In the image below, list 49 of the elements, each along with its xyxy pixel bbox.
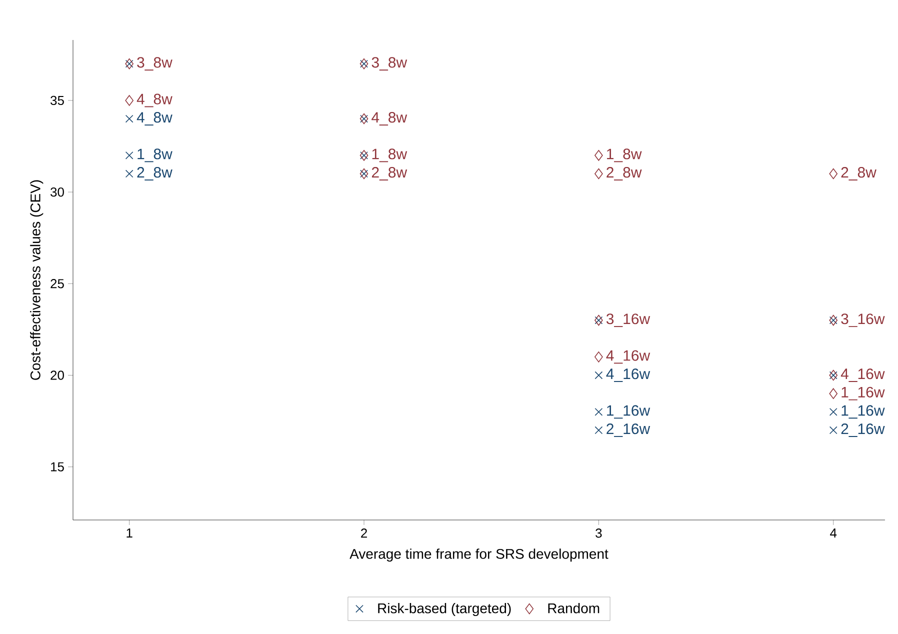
point [594,408,603,416]
data-label: 1_16w [842,386,885,400]
point [829,388,838,399]
data-label: 2_8w [372,167,408,180]
data-label: 4_8w [372,112,408,126]
data-label: 2_8w [841,167,876,180]
point [829,426,838,434]
y-tick-label: 30 [50,187,64,197]
data-label: 4_16w [606,368,650,382]
data-label: 1_8w [138,148,172,162]
data-label: 1_16w [607,405,650,419]
point [125,95,134,106]
point [829,168,838,180]
point [594,426,603,434]
point [594,371,603,380]
y-axis-title: Cost-effectiveness values (CEV) [30,180,44,380]
point [125,151,134,160]
data-label: 2_8w [137,167,172,180]
x-tick-label: 1 [126,528,132,538]
data-label: 2_16w [606,423,650,437]
data-label: 3_8w [137,57,172,71]
x-tick-label: 4 [830,528,837,538]
data-label: 1_16w [842,405,885,419]
point [829,408,838,416]
data-label: 1_8w [372,148,408,162]
data-label: 3_8w [372,57,408,71]
point [594,168,603,180]
data-label: 4_8w [136,94,172,108]
point [594,352,603,362]
point [125,114,134,123]
legend-label: Random [548,602,600,614]
data-label: 4_8w [136,112,172,126]
data-label: 3_16w [606,314,650,328]
legend-label: Risk-based (targeted) [378,602,511,616]
data-label: 4_16w [606,350,650,364]
x-tick-label: 2 [361,528,367,538]
y-tick-label: 20 [50,370,64,380]
y-tick-label: 35 [50,96,64,106]
x-axis-title: Average time frame for SRS development [350,548,608,562]
data-label: 1_8w [607,148,642,162]
data-label: 2_16w [841,423,885,437]
data-label: 4_16w [840,368,885,382]
point [125,170,134,178]
data-label: 3_16w [841,314,885,328]
y-tick-label: 25 [50,279,64,288]
x-tick-label: 3 [596,528,602,538]
y-tick-label: 15 [51,462,64,472]
data-label: 2_8w [606,167,642,180]
point [594,150,603,161]
